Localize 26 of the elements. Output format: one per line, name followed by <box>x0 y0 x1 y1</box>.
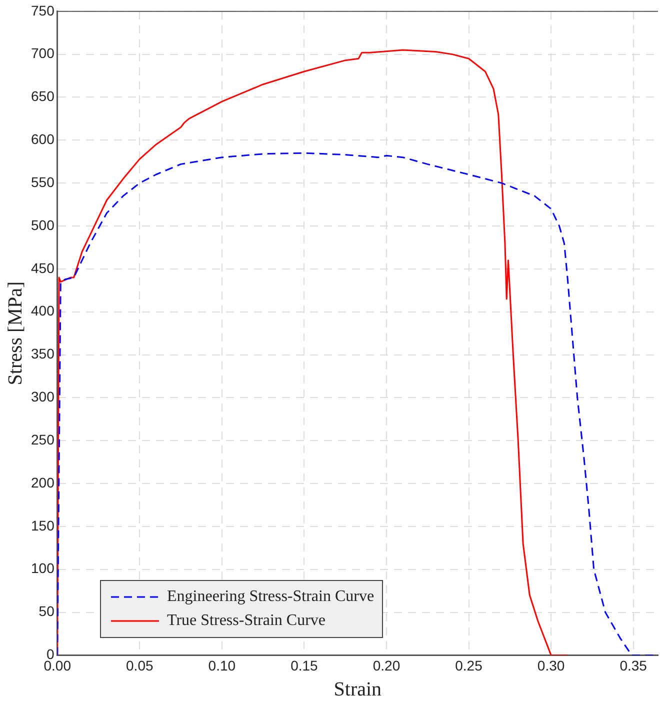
x-tick-label: 0.35 <box>620 657 648 674</box>
y-tick-label: 150 <box>31 517 55 534</box>
y-tick-label: 100 <box>31 560 55 576</box>
x-tick-label: 0.30 <box>537 657 565 674</box>
y-tick-label: 550 <box>31 174 55 190</box>
y-tick-label: 600 <box>31 131 55 148</box>
y-tick-label: 350 <box>31 346 55 362</box>
x-tick-label: 0.20 <box>372 657 400 674</box>
y-tick-label: 250 <box>31 431 55 448</box>
y-tick-label: 650 <box>31 88 55 104</box>
x-tick-label: 0.10 <box>208 657 236 674</box>
legend-label: Engineering Stress-Strain Curve <box>167 588 374 606</box>
y-tick-label: 500 <box>31 216 55 233</box>
y-tick-label: 50 <box>38 603 55 620</box>
x-axis-title: Strain <box>334 678 382 700</box>
x-tick-label: 0.05 <box>126 657 154 674</box>
x-tick-label: 0.25 <box>455 657 483 674</box>
y-tick-label: 200 <box>31 474 55 490</box>
y-tick-label: 300 <box>31 388 55 405</box>
y-tick-label: 700 <box>31 45 55 62</box>
y-tick-label: 450 <box>31 260 55 276</box>
y-tick-label: 400 <box>31 302 55 319</box>
x-tick-label: 0.15 <box>290 657 318 674</box>
legend-label: True Stress-Strain Curve <box>167 612 326 630</box>
y-tick-label: 750 <box>31 2 55 18</box>
y-axis-title: Stress [MPa] <box>4 281 26 386</box>
